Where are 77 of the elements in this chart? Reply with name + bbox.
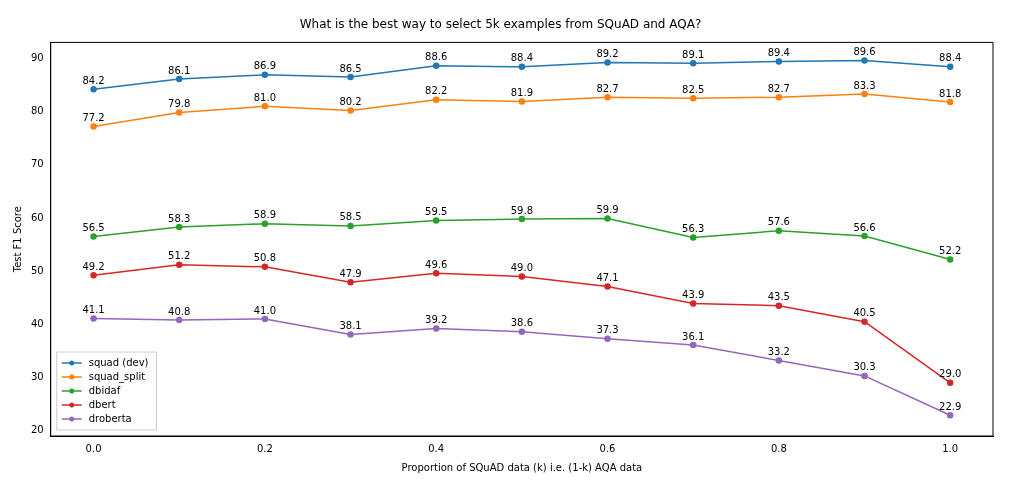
y-tick-label: 40 (30, 317, 44, 329)
data-label: 83.3 (853, 79, 876, 91)
chart-title: What is the best way to select 5k examples from SQuAD and AQA? (299, 17, 702, 32)
y-tick-label: 20 (30, 424, 44, 436)
data-label: 58.9 (253, 209, 277, 221)
data-label: 80.2 (339, 96, 362, 108)
data-label: 56.6 (853, 221, 876, 233)
y-tick-label: 80 (30, 105, 44, 117)
legend-label: squad_split (88, 370, 146, 383)
y-tick-label: 50 (30, 264, 44, 276)
data-label: 57.6 (767, 216, 790, 228)
data-label: 47.1 (596, 272, 619, 284)
data-label: 29.0 (939, 368, 962, 380)
data-label: 36.1 (682, 330, 705, 342)
data-label: 86.9 (253, 60, 277, 72)
y-tick-label: 90 (30, 51, 44, 63)
data-label: 37.3 (596, 324, 619, 336)
data-label: 50.8 (253, 252, 277, 264)
x-tick-label: 0.8 (770, 442, 787, 454)
data-label: 30.3 (853, 361, 876, 373)
data-label: 89.1 (682, 48, 705, 60)
data-label: 86.5 (339, 62, 362, 74)
x-tick-label: 0.2 (256, 442, 273, 454)
data-label: 88.6 (425, 51, 448, 63)
data-label: 79.8 (168, 98, 191, 110)
data-label: 33.2 (767, 346, 790, 358)
x-axis-title: Proportion of SQuAD data (k) i.e. (1-k) AQA data (401, 461, 643, 473)
data-label: 51.2 (168, 250, 191, 262)
legend-label: dbidaf (88, 384, 121, 396)
data-label: 41.0 (253, 304, 277, 316)
data-label: 56.5 (82, 222, 105, 234)
y-tick-label: 70 (30, 158, 44, 170)
data-label: 56.3 (682, 223, 705, 235)
data-label: 82.2 (425, 85, 448, 97)
x-tick-label: 0.4 (428, 442, 445, 454)
data-label: 86.1 (168, 64, 191, 76)
data-label: 47.9 (339, 267, 362, 279)
data-label: 52.2 (939, 245, 962, 257)
data-label: 49.0 (510, 262, 533, 274)
data-label: 43.5 (767, 291, 790, 303)
data-label: 59.9 (596, 204, 619, 216)
data-label: 40.5 (853, 307, 876, 319)
data-label: 77.2 (82, 112, 105, 124)
data-label: 82.5 (682, 83, 705, 95)
x-tick-label: 0.6 (599, 442, 616, 454)
data-label: 89.2 (596, 48, 619, 60)
data-label: 88.4 (510, 52, 533, 64)
data-label: 49.6 (425, 258, 448, 270)
data-label: 41.1 (82, 304, 105, 316)
x-tick-label: 0.0 (85, 442, 102, 454)
data-label: 59.8 (510, 204, 533, 216)
data-label: 40.8 (168, 305, 191, 317)
data-label: 49.2 (82, 260, 105, 272)
y-tick-label: 60 (30, 211, 44, 223)
data-label: 38.6 (510, 317, 533, 329)
data-label: 89.6 (853, 46, 876, 58)
data-label: 82.7 (767, 82, 790, 94)
y-axis-title: Test F1 Score (11, 206, 23, 274)
data-label: 22.9 (939, 400, 962, 412)
data-label: 89.4 (767, 47, 790, 59)
data-label: 82.7 (596, 82, 619, 94)
data-label: 81.0 (253, 91, 277, 103)
data-label: 59.5 (425, 206, 448, 218)
data-label: 39.2 (425, 314, 448, 326)
data-label: 43.9 (682, 289, 705, 301)
data-label: 58.3 (168, 212, 191, 224)
data-label: 84.2 (82, 74, 105, 86)
data-label: 81.9 (510, 87, 533, 99)
y-tick-label: 30 (30, 371, 44, 383)
x-tick-label: 1.0 (942, 442, 959, 454)
data-label: 58.5 (339, 211, 362, 223)
data-label: 88.4 (939, 52, 962, 64)
legend-label: droberta (88, 412, 132, 424)
data-label: 81.8 (939, 87, 962, 99)
legend-label: squad (dev) (88, 356, 149, 368)
legend-label: dbert (88, 398, 116, 410)
data-label: 38.1 (339, 320, 362, 331)
